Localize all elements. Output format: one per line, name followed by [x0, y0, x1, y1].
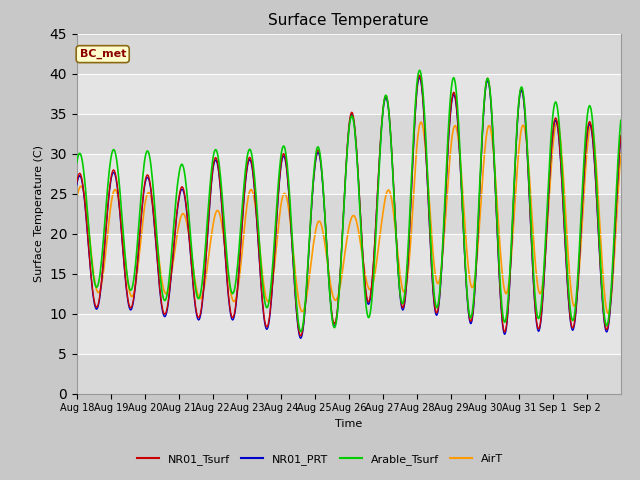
Y-axis label: Surface Temperature (C): Surface Temperature (C)	[34, 145, 44, 282]
Bar	[77, 313, 621, 354]
Bar	[77, 34, 621, 73]
Bar	[77, 73, 621, 114]
Bar	[77, 114, 621, 154]
Bar	[77, 154, 621, 193]
Bar	[77, 234, 621, 274]
Bar	[77, 193, 621, 234]
Text: BC_met: BC_met	[79, 49, 126, 59]
Legend: NR01_Tsurf, NR01_PRT, Arable_Tsurf, AirT: NR01_Tsurf, NR01_PRT, Arable_Tsurf, AirT	[132, 450, 508, 469]
Bar	[77, 274, 621, 313]
X-axis label: Time: Time	[335, 419, 362, 429]
Bar	[77, 354, 621, 394]
Title: Surface Temperature: Surface Temperature	[269, 13, 429, 28]
